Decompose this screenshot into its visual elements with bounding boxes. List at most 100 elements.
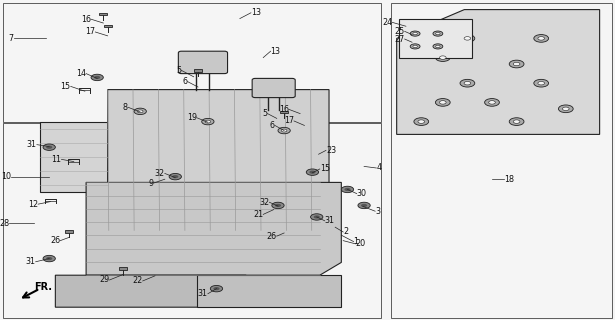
Text: 11: 11 bbox=[52, 155, 62, 164]
Text: 13: 13 bbox=[271, 47, 280, 56]
Text: 32: 32 bbox=[155, 169, 165, 178]
Text: 24: 24 bbox=[383, 18, 392, 27]
Circle shape bbox=[275, 204, 281, 207]
Text: 15: 15 bbox=[320, 164, 330, 173]
Circle shape bbox=[344, 188, 351, 191]
Circle shape bbox=[46, 257, 52, 260]
Circle shape bbox=[435, 54, 450, 61]
Bar bbox=[391, 3, 612, 318]
Text: 18: 18 bbox=[504, 175, 514, 184]
Text: 15: 15 bbox=[61, 82, 71, 91]
Text: 4: 4 bbox=[376, 164, 381, 172]
Polygon shape bbox=[55, 275, 246, 307]
Polygon shape bbox=[197, 275, 341, 307]
Circle shape bbox=[43, 144, 55, 150]
Text: 12: 12 bbox=[28, 200, 38, 209]
Circle shape bbox=[489, 101, 495, 104]
Circle shape bbox=[460, 35, 475, 42]
Circle shape bbox=[534, 35, 549, 42]
Bar bbox=[194, 69, 202, 72]
Circle shape bbox=[509, 60, 524, 68]
Bar bbox=[119, 268, 127, 270]
Circle shape bbox=[202, 118, 214, 125]
Circle shape bbox=[440, 101, 446, 104]
Circle shape bbox=[514, 62, 520, 66]
Text: 14: 14 bbox=[76, 69, 86, 78]
Circle shape bbox=[172, 175, 178, 178]
Text: 10: 10 bbox=[1, 172, 11, 181]
Circle shape bbox=[205, 120, 211, 123]
Text: 6: 6 bbox=[183, 77, 188, 86]
Circle shape bbox=[413, 32, 418, 35]
Text: 6: 6 bbox=[270, 121, 275, 130]
Text: 20: 20 bbox=[355, 239, 365, 248]
Text: 28: 28 bbox=[0, 219, 9, 228]
Circle shape bbox=[213, 287, 220, 290]
Circle shape bbox=[410, 31, 420, 36]
Circle shape bbox=[341, 186, 354, 193]
Circle shape bbox=[433, 31, 443, 36]
Circle shape bbox=[563, 107, 569, 110]
Circle shape bbox=[91, 74, 103, 81]
Text: 22: 22 bbox=[132, 276, 143, 285]
Circle shape bbox=[314, 215, 320, 219]
Text: 26: 26 bbox=[50, 236, 60, 245]
Text: 29: 29 bbox=[99, 276, 109, 284]
Circle shape bbox=[210, 285, 223, 292]
Polygon shape bbox=[40, 122, 108, 192]
Text: FR.: FR. bbox=[34, 283, 52, 292]
Bar bbox=[280, 110, 288, 113]
Text: 25: 25 bbox=[394, 27, 405, 36]
Circle shape bbox=[538, 82, 544, 85]
Circle shape bbox=[440, 56, 446, 59]
Text: 7: 7 bbox=[9, 34, 14, 43]
Text: 30: 30 bbox=[357, 189, 367, 198]
Bar bbox=[399, 19, 472, 58]
Circle shape bbox=[137, 110, 143, 113]
Circle shape bbox=[433, 44, 443, 49]
Circle shape bbox=[558, 105, 573, 113]
Text: 31: 31 bbox=[26, 257, 36, 266]
Text: 13: 13 bbox=[251, 8, 261, 17]
Text: 16: 16 bbox=[81, 15, 91, 24]
Polygon shape bbox=[397, 10, 600, 134]
Circle shape bbox=[418, 120, 424, 123]
Text: 16: 16 bbox=[279, 105, 289, 114]
Circle shape bbox=[413, 45, 418, 48]
FancyBboxPatch shape bbox=[178, 51, 228, 74]
Circle shape bbox=[281, 129, 287, 132]
Circle shape bbox=[311, 214, 323, 220]
Circle shape bbox=[134, 108, 146, 115]
Text: 2: 2 bbox=[343, 228, 348, 236]
Polygon shape bbox=[108, 90, 329, 230]
Bar bbox=[3, 123, 381, 318]
Circle shape bbox=[464, 37, 470, 40]
Circle shape bbox=[309, 171, 315, 174]
Text: 5: 5 bbox=[177, 66, 181, 75]
Circle shape bbox=[435, 99, 450, 106]
Circle shape bbox=[358, 202, 370, 209]
Circle shape bbox=[464, 82, 470, 85]
Circle shape bbox=[435, 32, 440, 35]
Bar bbox=[65, 230, 73, 233]
Text: 5: 5 bbox=[263, 109, 268, 118]
Text: 8: 8 bbox=[123, 103, 128, 112]
Circle shape bbox=[414, 118, 429, 125]
Circle shape bbox=[538, 37, 544, 40]
Circle shape bbox=[46, 146, 52, 149]
Circle shape bbox=[94, 76, 100, 79]
Text: 21: 21 bbox=[253, 210, 263, 219]
Circle shape bbox=[485, 99, 499, 106]
Circle shape bbox=[361, 204, 367, 207]
Circle shape bbox=[534, 79, 549, 87]
Circle shape bbox=[278, 127, 290, 134]
Bar bbox=[105, 25, 112, 28]
Bar bbox=[100, 13, 107, 15]
Text: 31: 31 bbox=[198, 289, 208, 298]
Circle shape bbox=[43, 255, 55, 262]
Circle shape bbox=[460, 79, 475, 87]
Circle shape bbox=[306, 169, 319, 175]
Circle shape bbox=[410, 44, 420, 49]
Text: 19: 19 bbox=[187, 113, 197, 122]
Circle shape bbox=[509, 118, 524, 125]
